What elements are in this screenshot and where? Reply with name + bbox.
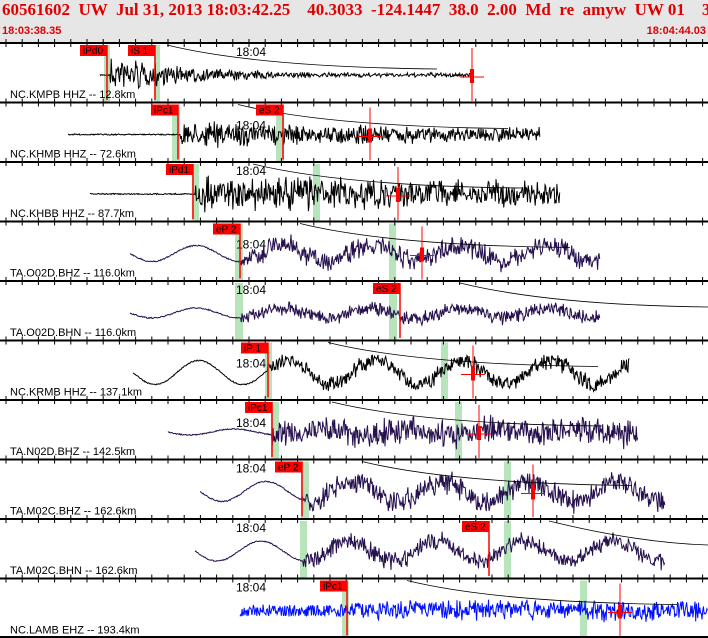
pick-window xyxy=(172,104,180,162)
travel-time-curve xyxy=(331,401,603,427)
pick-window xyxy=(235,283,243,340)
pick-window xyxy=(389,283,397,340)
pick-window xyxy=(504,521,511,578)
pick-label: iS 1 xyxy=(131,46,149,57)
pick-flag xyxy=(256,104,283,116)
waveform xyxy=(67,121,541,148)
pick-label: iPd1 xyxy=(169,165,189,176)
station-label: NC.KMPB HHZ -- 12.8km xyxy=(10,89,135,101)
station-label: NC.KHMB HHZ -- 72.6km xyxy=(10,149,136,161)
travel-time-curve xyxy=(361,461,633,486)
amplitude-marker xyxy=(618,604,622,619)
station-label: NC.KHBB HHZ -- 87.7km xyxy=(10,208,134,220)
trace-panel[interactable]: 18:04 eS 2 TA.O02D.BHN -- 116.0km xyxy=(0,277,708,340)
station-label: NC.KRMB HHZ -- 137.1km xyxy=(10,387,142,399)
pick-window xyxy=(300,521,307,578)
trace-panel[interactable]: 18:04 iPc1 NC.LAMB EHZ -- 193.4km xyxy=(0,574,708,638)
time-label: 18:04 xyxy=(236,581,266,595)
time-label: 18:04 xyxy=(236,462,266,476)
time-label: 18:04 xyxy=(236,416,266,430)
station-label: TA.O02D.BHZ -- 116.0km xyxy=(10,268,135,280)
station-label: TA.O02D.BHN -- 116.0km xyxy=(10,327,136,339)
amplitude-marker xyxy=(471,366,475,381)
pick-flag xyxy=(128,45,155,56)
waveform xyxy=(239,599,708,623)
amplitude-marker xyxy=(531,485,535,500)
trace-panel[interactable]: 18:04 eP 2 TA.M02C.BHZ -- 162.6km xyxy=(0,455,708,519)
pick-label: iPd0 xyxy=(83,46,103,57)
pick-flag xyxy=(241,342,268,354)
station-label: NC.LAMB EHZ -- 193.4km xyxy=(10,625,140,637)
time-label: 18:04 xyxy=(236,283,266,297)
trace-panel[interactable]: 18:04 eS 2 TA.M02C.BHN -- 162.6km xyxy=(0,515,708,578)
trace-panel[interactable]: 18:04 eP 2 TA.O02D.BHZ -- 116.0km xyxy=(0,217,708,281)
pick-label: eS 2 xyxy=(465,522,486,533)
travel-time-curve xyxy=(548,520,708,546)
amplitude-marker xyxy=(396,188,400,202)
pick-window xyxy=(154,45,160,102)
pick-label: iP 1 xyxy=(244,344,261,355)
time-label: 18:04 xyxy=(236,357,266,371)
pick-flag xyxy=(462,521,489,532)
amplitude-marker xyxy=(470,69,474,83)
amplitude-marker xyxy=(368,128,372,143)
pick-label: iPc1 xyxy=(323,582,343,593)
pick-flag xyxy=(245,402,272,413)
pick-window xyxy=(276,104,284,162)
waveform xyxy=(199,471,666,514)
pick-flag xyxy=(151,104,178,116)
time-label: 18:04 xyxy=(236,45,266,59)
start-time: 18:03:38.35 xyxy=(2,25,62,37)
trace-panel[interactable]: 18:04 iPd0 iS 1 NC.KMPB HHZ -- 12.8km xyxy=(0,39,708,102)
travel-time-curve xyxy=(166,44,438,70)
waveform xyxy=(194,531,666,571)
station-label: TA.M02C.BHZ -- 162.6km xyxy=(10,506,136,518)
waveform xyxy=(167,414,639,450)
amplitude-marker xyxy=(420,247,424,262)
pick-label: iPc1 xyxy=(154,106,174,117)
waveform xyxy=(129,301,601,327)
station-label: TA.N02D.BHZ -- 142.5km xyxy=(10,446,135,458)
pick-flag xyxy=(320,580,347,592)
waveform xyxy=(132,354,630,393)
pick-label: iPc1 xyxy=(248,403,268,414)
station-label: TA.M02C.BHN -- 162.6km xyxy=(10,565,138,577)
waveform xyxy=(99,58,471,90)
end-time: 18:04:44.03 xyxy=(646,25,706,37)
trace-panel[interactable]: 18:04 iP 1 NC.KRMB HHZ -- 137.1km xyxy=(0,336,708,400)
trace-panel[interactable]: 18:04 iPd1 NC.KHBB HHZ -- 87.7km xyxy=(0,158,708,221)
pick-label: eP 2 xyxy=(216,225,237,236)
amplitude-marker xyxy=(477,426,481,440)
time-label: 18:04 xyxy=(236,521,266,535)
pick-label: eP 2 xyxy=(278,463,299,474)
travel-time-curve xyxy=(459,282,708,308)
travel-time-curve xyxy=(327,342,599,367)
pick-flag xyxy=(80,45,107,56)
pick-label: eS 2 xyxy=(376,284,397,295)
travel-time-curve xyxy=(252,163,524,189)
time-label: 18:04 xyxy=(236,164,266,178)
pick-flag xyxy=(166,164,193,175)
waveform xyxy=(129,234,601,273)
pick-flag xyxy=(275,461,302,473)
pick-window xyxy=(271,402,279,459)
pick-flag xyxy=(213,223,240,235)
travel-time-curve xyxy=(406,580,678,605)
pick-label: eS 2 xyxy=(259,106,280,117)
event-header: 60561602 UW Jul 31, 2013 18:03:42.25 40.… xyxy=(0,0,708,43)
waveform xyxy=(89,175,561,213)
time-label: 18:04 xyxy=(236,238,266,252)
trace-panel[interactable]: 18:04 iPc1 TA.N02D.BHZ -- 142.5km xyxy=(0,396,708,459)
event-title: 60561602 UW Jul 31, 2013 18:03:42.25 40.… xyxy=(2,0,708,19)
pick-flag xyxy=(373,283,400,294)
pick-window xyxy=(301,461,309,519)
travel-time-curve xyxy=(299,223,571,248)
pick-window xyxy=(235,223,243,281)
